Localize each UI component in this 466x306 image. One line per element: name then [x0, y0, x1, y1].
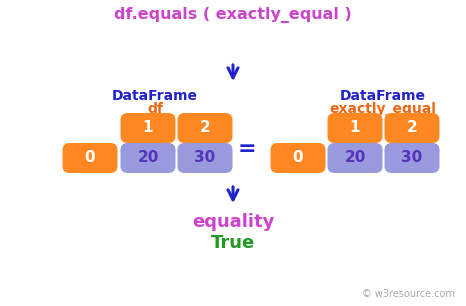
- FancyBboxPatch shape: [270, 143, 325, 173]
- FancyBboxPatch shape: [62, 143, 117, 173]
- Text: 30: 30: [401, 151, 423, 166]
- FancyBboxPatch shape: [121, 113, 176, 143]
- Text: 20: 20: [137, 151, 159, 166]
- Text: 2: 2: [199, 121, 210, 136]
- FancyBboxPatch shape: [328, 143, 383, 173]
- FancyBboxPatch shape: [178, 143, 233, 173]
- Text: True: True: [211, 234, 255, 252]
- Text: 0: 0: [293, 151, 303, 166]
- Text: © w3resource.com: © w3resource.com: [362, 289, 455, 299]
- FancyBboxPatch shape: [178, 113, 233, 143]
- Text: 20: 20: [344, 151, 366, 166]
- Text: 1: 1: [143, 121, 153, 136]
- Text: equality: equality: [192, 213, 274, 231]
- FancyBboxPatch shape: [384, 113, 439, 143]
- Text: df: df: [147, 102, 163, 116]
- Text: 30: 30: [194, 151, 216, 166]
- Text: 1: 1: [350, 121, 360, 136]
- Text: exactly_equal: exactly_equal: [329, 102, 437, 116]
- Text: 2: 2: [407, 121, 418, 136]
- FancyBboxPatch shape: [121, 143, 176, 173]
- FancyBboxPatch shape: [384, 143, 439, 173]
- Text: DataFrame: DataFrame: [112, 89, 198, 103]
- Text: 0: 0: [85, 151, 96, 166]
- Text: df.equals ( exactly_equal ): df.equals ( exactly_equal ): [114, 7, 352, 23]
- Text: DataFrame: DataFrame: [340, 89, 426, 103]
- Text: =: =: [238, 139, 256, 159]
- FancyBboxPatch shape: [328, 113, 383, 143]
